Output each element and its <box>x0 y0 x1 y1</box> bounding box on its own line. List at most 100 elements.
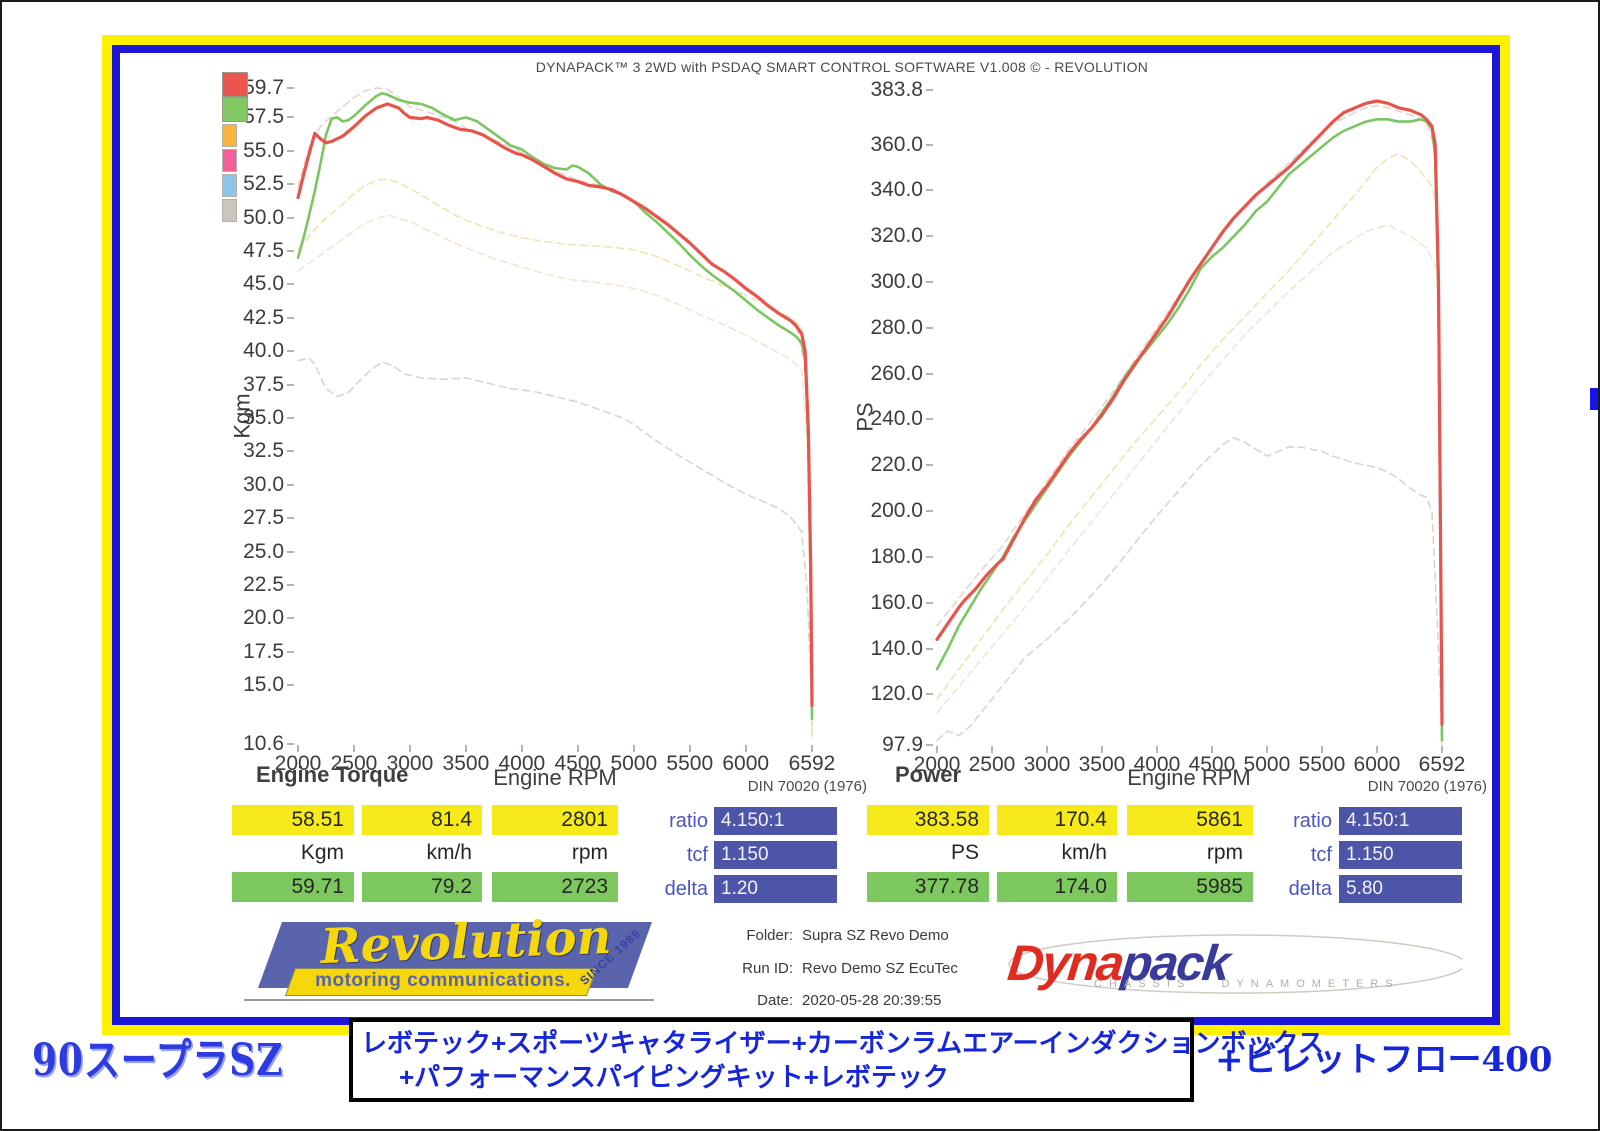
y-tick-mark <box>926 464 933 467</box>
power-ghost-yellow <box>936 152 1443 741</box>
x-tick-label: 4000 <box>498 752 546 775</box>
y-tick-mark <box>926 143 933 146</box>
power-chart: PS 383.8 360.0 340.0 320.0 300.0 280.0 260.0 24… <box>853 78 1466 776</box>
torque-section-title: Engine Torque <box>256 762 409 787</box>
y-tick-label: 47.5 <box>243 238 284 262</box>
x-tick-mark <box>811 745 813 752</box>
y-tick-label: 22.5 <box>243 573 284 596</box>
y-tick-mark <box>926 280 933 283</box>
y-tick-mark <box>287 249 294 252</box>
y-tick-mark <box>926 744 933 746</box>
x-tick-mark <box>632 745 635 752</box>
y-tick-mark <box>287 684 294 687</box>
y-tick-mark <box>287 149 294 152</box>
y-tick-label: 15.0 <box>243 673 284 697</box>
y-tick-mark <box>926 601 933 604</box>
dynapack-subtitle: CHASSIS DYNAMOMETERS <box>1094 978 1400 990</box>
y-tick-mark <box>287 87 294 89</box>
torque-x-axis-label: Engine RPM <box>493 765 617 790</box>
y-tick-label: 55.0 <box>243 138 284 162</box>
x-tick-mark <box>1210 746 1213 753</box>
torque-ghost-gray <box>297 357 813 740</box>
torque-chart-canvas <box>296 87 814 740</box>
x-tick-mark <box>576 745 579 752</box>
power-unit-kmh: km/h <box>1061 841 1107 864</box>
x-tick-label: 3500 <box>1078 753 1126 776</box>
power-green-speed: 174.0 <box>997 872 1117 902</box>
x-tick-mark <box>936 746 938 753</box>
mods-box: レボテック+スポーツキャタライザー+カーボンラムエアーインダクションボックス +… <box>349 1018 1324 1102</box>
torque-tcf-label: tcf <box>686 844 708 866</box>
torque-delta-value: 1.20 <box>714 875 837 903</box>
run-green-swatch <box>222 97 248 122</box>
torque-ghost-peach <box>297 214 813 740</box>
torque-din-standard: DIN 70020 (1976) <box>747 778 867 795</box>
power-run-green <box>935 118 1444 742</box>
y-tick-label: 27.5 <box>243 506 284 530</box>
power-ratio-value: 4.150:1 <box>1339 807 1462 835</box>
power-chart-canvas <box>935 99 1444 746</box>
y-tick-label: 220.0 <box>870 453 923 477</box>
y-tick-mark <box>287 283 294 286</box>
x-tick-mark <box>990 746 993 753</box>
y-tick-mark <box>287 743 294 745</box>
torque-peak-rpm: 2801 <box>492 805 618 835</box>
mods-line-1: レボテック+スポーツキャタライザー+カーボンラムエアーインダクションボックス <box>361 1028 1324 1058</box>
y-tick-mark <box>926 555 933 558</box>
x-tick-label: 4000 <box>1133 753 1181 776</box>
x-tick-mark <box>1045 746 1048 753</box>
torque-green-value: 59.71 <box>232 872 354 902</box>
y-tick-mark <box>926 418 933 421</box>
power-tcf-value: 1.150 <box>1339 841 1462 869</box>
y-tick-label: 340.0 <box>870 178 923 202</box>
y-tick-mark <box>926 235 933 238</box>
x-tick-label: 3500 <box>442 752 490 775</box>
y-tick-mark <box>287 617 294 620</box>
torque-unit-rpm: rpm <box>571 841 608 864</box>
car-name: 90スープラSZ <box>32 1035 284 1086</box>
y-tick-mark <box>926 510 933 513</box>
power-run-red <box>935 99 1444 726</box>
mods-line-2: +パフォーマンスパイピングキット+レボテック <box>399 1061 949 1092</box>
x-tick-mark <box>408 745 411 752</box>
x-tick-label: 4500 <box>1188 753 1236 776</box>
torque-unit-kgm: Kgm <box>300 841 344 864</box>
power-peak-speed: 170.4 <box>997 805 1117 835</box>
power-din-standard: DIN 70020 (1976) <box>1367 778 1487 795</box>
date-label: Date: <box>757 992 793 1009</box>
power-section-title: Power <box>895 762 962 787</box>
x-tick-label: 6592 <box>1418 753 1466 776</box>
y-tick-label: 20.0 <box>243 606 284 630</box>
x-tick-label: 2500 <box>330 752 378 775</box>
y-tick-mark <box>926 89 933 91</box>
revolution-logo: Revolution motoring communications. SINC… <box>244 909 654 1002</box>
y-tick-label: 59.7 <box>243 76 284 99</box>
y-tick-label: 45.0 <box>243 272 284 296</box>
revolution-underline <box>244 999 654 1001</box>
dynapack-subtitle-chassis: CHASSIS <box>1094 978 1192 990</box>
x-tick-label: 4500 <box>554 752 602 775</box>
y-tick-label: 140.0 <box>870 636 923 660</box>
power-delta-value: 5.80 <box>1339 875 1462 903</box>
y-tick-mark <box>287 517 294 520</box>
y-tick-mark <box>926 326 933 329</box>
y-tick-label: 240.0 <box>870 407 923 431</box>
x-tick-mark <box>1375 746 1378 753</box>
x-tick-mark <box>744 745 747 752</box>
dynapack-swoosh-ellipse <box>1008 934 1462 994</box>
power-unit-rpm: rpm <box>1206 841 1243 864</box>
edge-artifact-mark <box>1590 388 1598 410</box>
y-tick-mark <box>287 650 294 653</box>
power-green-value: 377.78 <box>867 872 989 902</box>
y-tick-mark <box>287 383 294 386</box>
y-tick-label: 320.0 <box>870 224 923 248</box>
x-tick-mark <box>1100 746 1103 753</box>
run-id-value: Revo Demo SZ EcuTec <box>802 960 958 977</box>
torque-chart: Kgm 59.7 57.5 55.0 52.5 50.0 47.5 45.0 42.5 40.0… <box>222 72 835 775</box>
power-peak-value: 383.58 <box>867 805 989 835</box>
y-tick-label: 42.5 <box>243 305 284 329</box>
y-tick-mark <box>287 116 294 119</box>
y-tick-label: 260.0 <box>870 361 923 385</box>
y-tick-label: 160.0 <box>870 590 923 614</box>
power-x-axis-label: Engine RPM <box>1127 765 1251 790</box>
